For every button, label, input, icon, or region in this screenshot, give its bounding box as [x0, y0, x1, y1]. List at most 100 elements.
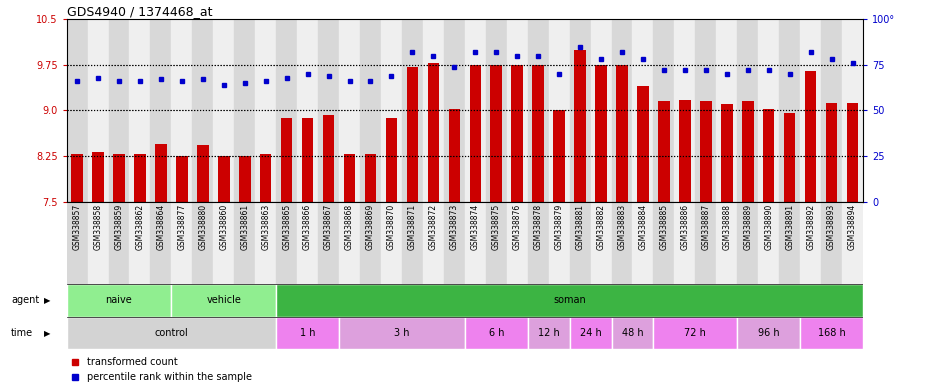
Bar	[386, 118, 397, 202]
Text: GSM338880: GSM338880	[198, 204, 207, 250]
Bar	[67, 202, 88, 284]
Text: GSM338857: GSM338857	[72, 204, 81, 250]
Text: naive: naive	[105, 295, 132, 306]
Text: GSM338871: GSM338871	[408, 204, 417, 250]
Bar	[633, 202, 653, 284]
Bar	[653, 317, 737, 349]
Bar	[339, 317, 464, 349]
Bar	[611, 317, 653, 349]
Bar	[800, 317, 863, 349]
Bar	[553, 111, 565, 202]
Bar	[214, 19, 234, 202]
Bar	[344, 154, 355, 202]
Text: GSM338885: GSM338885	[660, 204, 669, 250]
Text: GSM338889: GSM338889	[744, 204, 752, 250]
Bar	[533, 65, 544, 202]
Bar	[596, 65, 607, 202]
Text: 1 h: 1 h	[300, 328, 315, 338]
Bar	[277, 317, 339, 349]
Bar	[570, 317, 611, 349]
Bar	[674, 19, 696, 202]
Bar	[176, 156, 188, 202]
Bar	[570, 19, 590, 202]
Text: soman: soman	[553, 295, 586, 306]
Bar	[134, 154, 146, 202]
Bar	[364, 154, 376, 202]
Bar	[737, 202, 758, 284]
Text: 12 h: 12 h	[537, 328, 560, 338]
Text: GSM338866: GSM338866	[303, 204, 312, 250]
Bar	[464, 202, 486, 284]
Text: ▶: ▶	[44, 296, 51, 305]
Bar	[507, 202, 527, 284]
Bar	[826, 103, 837, 202]
Bar	[67, 19, 88, 202]
Bar	[549, 202, 570, 284]
Bar	[192, 19, 214, 202]
Bar	[527, 202, 549, 284]
Text: GSM338879: GSM338879	[555, 204, 563, 250]
Text: GSM338883: GSM338883	[618, 204, 626, 250]
Bar	[297, 19, 318, 202]
Bar	[763, 109, 774, 202]
Bar	[134, 154, 146, 202]
Bar	[71, 154, 83, 202]
Bar	[653, 19, 674, 202]
Bar	[449, 109, 460, 202]
Bar	[67, 284, 171, 317]
Bar	[553, 111, 565, 202]
Bar	[842, 19, 863, 202]
Text: control: control	[154, 328, 189, 338]
Bar	[549, 19, 570, 202]
Bar	[533, 65, 544, 202]
Bar	[758, 19, 779, 202]
Text: GSM338887: GSM338887	[701, 204, 710, 250]
Text: GSM338859: GSM338859	[115, 204, 124, 250]
Bar	[323, 115, 334, 202]
Bar	[616, 65, 628, 202]
Bar	[527, 19, 549, 202]
Text: GSM338892: GSM338892	[806, 204, 815, 250]
Bar	[155, 144, 166, 202]
Bar	[277, 284, 863, 317]
Text: GSM338891: GSM338891	[785, 204, 795, 250]
Bar	[402, 19, 423, 202]
Bar	[737, 317, 800, 349]
Bar	[234, 202, 255, 284]
Bar	[486, 202, 507, 284]
Bar	[176, 156, 188, 202]
Bar	[800, 19, 821, 202]
Bar	[449, 109, 460, 202]
Bar	[490, 65, 502, 202]
Bar	[826, 103, 837, 202]
Bar	[339, 202, 360, 284]
Bar	[721, 104, 733, 202]
Text: GSM338868: GSM338868	[345, 204, 354, 250]
Bar	[260, 154, 271, 202]
Bar	[490, 65, 502, 202]
Bar	[800, 202, 821, 284]
Bar	[427, 63, 439, 202]
Bar	[381, 202, 402, 284]
Bar	[679, 100, 691, 202]
Bar	[427, 63, 439, 202]
Bar	[527, 317, 570, 349]
Text: GSM338858: GSM338858	[93, 204, 103, 250]
Bar	[659, 101, 670, 202]
Bar	[277, 202, 297, 284]
Bar	[214, 202, 234, 284]
Text: GSM338893: GSM338893	[827, 204, 836, 250]
Text: GSM338873: GSM338873	[450, 204, 459, 250]
Bar	[737, 19, 758, 202]
Bar	[846, 103, 858, 202]
Bar	[464, 19, 486, 202]
Bar	[108, 19, 130, 202]
Bar	[277, 19, 297, 202]
Text: 48 h: 48 h	[622, 328, 643, 338]
Text: GSM338890: GSM338890	[764, 204, 773, 250]
Bar	[486, 19, 507, 202]
Bar	[507, 19, 527, 202]
Bar	[360, 19, 381, 202]
Text: GSM338861: GSM338861	[240, 204, 249, 250]
Bar	[444, 19, 464, 202]
